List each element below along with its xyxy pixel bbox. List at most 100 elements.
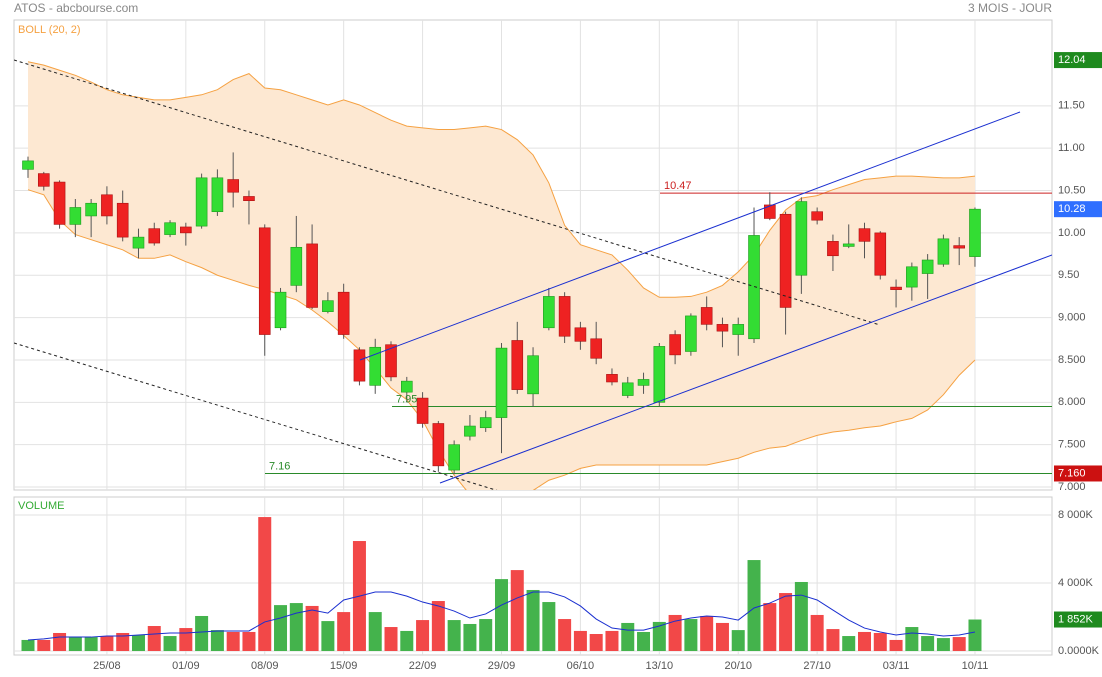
volume-bar xyxy=(558,619,572,651)
volume-bar xyxy=(305,605,319,651)
candle-body xyxy=(669,334,681,356)
candle-body xyxy=(369,346,382,386)
volume-bar xyxy=(321,621,335,651)
candle-body xyxy=(874,232,887,276)
site-title: ATOS - abcbourse.com xyxy=(14,1,138,15)
x-tick-label: 29/09 xyxy=(488,660,516,672)
y-tick-label: 9.000 xyxy=(1058,312,1086,324)
volume-bar xyxy=(731,630,745,651)
candle-body xyxy=(132,236,145,249)
trend-line xyxy=(14,59,881,326)
candle-body xyxy=(700,307,713,325)
candle-body xyxy=(621,382,634,396)
volume-ma xyxy=(27,591,976,641)
candle-body xyxy=(385,344,397,378)
candle-body xyxy=(890,286,902,290)
volume-bar xyxy=(573,630,587,651)
volume-bar xyxy=(526,589,540,651)
x-tick-label: 03/11 xyxy=(883,660,910,672)
volume-bar xyxy=(494,579,508,651)
candle-body xyxy=(637,379,650,386)
y-tick-label: 8.000 xyxy=(1058,396,1086,408)
candle-body xyxy=(842,243,855,247)
x-tick-label: 10/11 xyxy=(962,660,989,672)
candle-body xyxy=(85,202,97,217)
volume-bar xyxy=(226,631,240,651)
panel-title: VOLUME xyxy=(18,500,64,512)
candle-body xyxy=(243,196,255,201)
volume-bar xyxy=(810,614,824,651)
candle-body xyxy=(274,291,287,329)
volume-bar xyxy=(763,603,777,651)
candle-body xyxy=(716,324,729,332)
candle-body xyxy=(258,227,271,335)
candle-body xyxy=(858,228,871,242)
candle-body xyxy=(937,238,950,265)
volume-bar xyxy=(179,628,193,651)
candle-body xyxy=(116,202,129,238)
level-label: 7.16 xyxy=(269,460,290,472)
volume-bar xyxy=(368,612,382,651)
volume-bar xyxy=(384,627,398,651)
volume-bar xyxy=(905,627,919,651)
candle-body xyxy=(322,300,334,312)
volume-bar xyxy=(479,619,493,651)
volume-bar xyxy=(195,615,209,651)
candle-body xyxy=(511,340,524,390)
volume-bar xyxy=(826,629,840,651)
channel-line xyxy=(359,111,1021,361)
value-marker-label: 10.28 xyxy=(1058,203,1086,215)
y-tick-label: 8.500 xyxy=(1058,354,1086,366)
volume-bar xyxy=(857,631,871,651)
x-tick-label: 13/10 xyxy=(646,660,674,672)
legend-label: BOLL (20, 2) xyxy=(18,24,81,36)
candle-body xyxy=(416,397,429,424)
volume-bar xyxy=(936,638,950,651)
candle-body xyxy=(464,425,476,437)
candle-body xyxy=(574,327,587,342)
y-tick-label: 10.50 xyxy=(1058,184,1086,196)
volume-bar xyxy=(952,637,966,651)
y-tick-label: 8 000K xyxy=(1058,509,1094,521)
candle-body xyxy=(211,177,224,213)
volume-bar xyxy=(53,632,67,651)
x-tick-label: 08/09 xyxy=(251,660,279,672)
volume-bar xyxy=(652,621,666,651)
y-tick-label: 10.00 xyxy=(1058,227,1086,239)
candle-body xyxy=(22,160,34,170)
volume-bar xyxy=(747,560,761,651)
level-label: 7.95 xyxy=(396,393,417,405)
volume-bar xyxy=(258,517,272,651)
candle-body xyxy=(779,213,792,308)
x-tick-label: 15/09 xyxy=(330,660,358,672)
value-marker-label: 12.04 xyxy=(1058,54,1086,66)
candle-body xyxy=(448,444,460,471)
candle-body xyxy=(543,296,555,329)
volume-bar xyxy=(37,639,51,651)
volume-bar xyxy=(100,636,114,651)
volume-bar xyxy=(668,614,682,651)
volume-bar xyxy=(637,631,651,651)
y-tick-label: 7.000 xyxy=(1058,481,1086,493)
volume-bar xyxy=(510,570,524,651)
candle-body xyxy=(164,222,176,235)
volume-bar xyxy=(84,637,98,651)
volume-bar xyxy=(131,635,145,651)
value-marker-label: 7.160 xyxy=(1058,467,1086,479)
candle-body xyxy=(227,179,239,193)
candle-body xyxy=(795,201,808,276)
candle-body xyxy=(353,349,366,382)
trend-line xyxy=(14,342,498,490)
y-tick-label: 0.0000K xyxy=(1058,645,1100,657)
value-marker xyxy=(1054,201,1102,218)
volume-bar xyxy=(116,632,130,651)
candle-body xyxy=(479,417,492,429)
volume-bar xyxy=(589,634,603,651)
value-marker xyxy=(1054,611,1102,628)
candle-body xyxy=(400,380,413,393)
volume-bar xyxy=(242,631,256,651)
x-tick-label: 22/09 xyxy=(409,660,437,672)
volume-bar xyxy=(605,630,619,651)
volume-bar xyxy=(889,639,903,651)
